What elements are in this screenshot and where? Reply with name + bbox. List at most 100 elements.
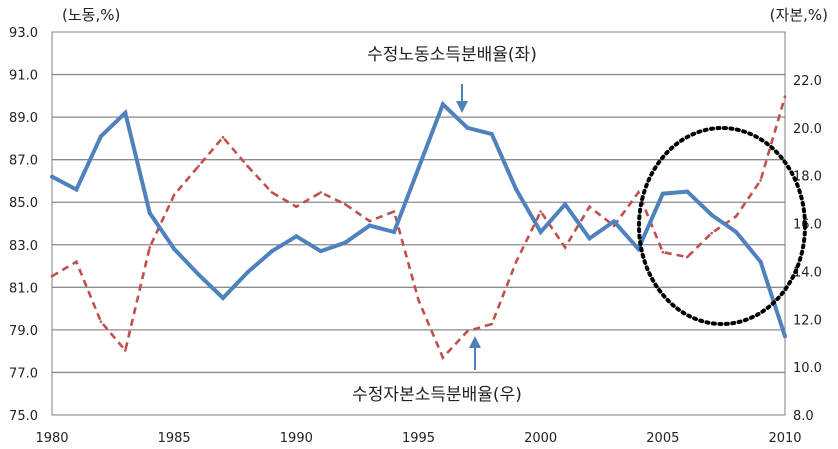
right-tick-label: 12.0 <box>793 313 822 328</box>
x-axis-tick-labels: 1980 1985 1990 1995 2000 2005 2010 <box>35 431 801 446</box>
labor-share-point <box>50 174 54 179</box>
x-tick-label: 1995 <box>402 431 435 446</box>
labor-share-point <box>98 134 103 139</box>
capital-share-point <box>148 246 152 249</box>
capital-share-point <box>490 322 494 326</box>
capital-share-point <box>710 231 713 235</box>
left-tick-label: 91.0 <box>9 69 38 84</box>
labor-share-point <box>416 166 421 171</box>
labor-share-point <box>538 230 543 235</box>
x-tick-label: 1985 <box>158 431 191 446</box>
capital-share-point <box>99 320 103 323</box>
labor-share-point <box>367 223 372 228</box>
right-tick-label: 14.0 <box>793 265 822 280</box>
capital-share-point <box>734 215 738 218</box>
capital-share-point <box>563 246 567 249</box>
capital-share-point <box>514 260 518 264</box>
labor-share-point <box>514 187 519 192</box>
labor-share-point <box>709 212 714 217</box>
capital-share-point <box>221 136 225 139</box>
labor-share-point <box>489 132 494 137</box>
left-axis-unit: (노동,%) <box>62 6 120 24</box>
left-tick-label: 93.0 <box>9 26 38 41</box>
capital-share-point <box>783 95 787 98</box>
capital-share-point <box>368 219 371 223</box>
x-tick-label: 2010 <box>768 431 801 446</box>
labor-share-point <box>660 191 665 196</box>
capital-share-point <box>75 260 78 264</box>
labor-share-point <box>147 210 152 215</box>
capital-annotation-arrow-icon <box>469 336 481 370</box>
capital-share-point <box>246 164 249 168</box>
right-tick-label: 10.0 <box>793 361 822 376</box>
labor-annotation-arrow-icon <box>456 84 468 113</box>
capital-share-point <box>343 203 347 206</box>
right-axis-unit: (자본,%) <box>770 6 828 24</box>
left-tick-label: 83.0 <box>9 239 38 254</box>
capital-share-point <box>441 356 445 359</box>
capital-share-series-line <box>51 96 787 360</box>
x-tick-label: 2000 <box>524 431 557 446</box>
x-tick-label: 1980 <box>35 431 68 446</box>
capital-share-point <box>295 205 298 209</box>
labor-share-point <box>196 272 201 277</box>
capital-share-point <box>661 250 665 254</box>
labor-share-point <box>269 249 274 254</box>
capital-share-point <box>637 191 640 194</box>
labor-share-point <box>74 187 79 192</box>
capital-share-points <box>50 95 787 359</box>
highlight-circle <box>637 126 807 326</box>
left-tick-label: 75.0 <box>9 409 38 424</box>
labor-share-point <box>221 295 226 300</box>
right-tick-label: 8.0 <box>793 409 814 424</box>
labor-share-annotation: 수정노동소득분배율(좌) <box>367 45 537 65</box>
labor-share-point <box>734 230 739 235</box>
right-tick-label: 22.0 <box>793 74 822 89</box>
labor-share-point <box>172 247 177 252</box>
labor-share-point <box>123 110 128 115</box>
capital-share-annotation: 수정자본소득분배율(우) <box>352 385 522 405</box>
left-tick-label: 77.0 <box>9 366 38 381</box>
right-tick-label: 20.0 <box>793 122 822 137</box>
capital-share-point <box>172 193 176 197</box>
plot-area-border <box>51 31 786 416</box>
left-tick-label: 89.0 <box>9 111 38 126</box>
capital-share-point <box>417 298 420 302</box>
labor-share-point <box>758 259 763 264</box>
left-axis-tick-labels: 93.0 91.0 89.0 87.0 85.0 83.0 81.0 79.0 77.0 75.0 <box>9 26 38 424</box>
labor-share-point <box>563 202 568 207</box>
labor-share-point <box>685 189 690 194</box>
capital-share-point <box>685 255 689 259</box>
capital-share-point <box>392 210 396 213</box>
capital-share-point <box>466 329 469 333</box>
capital-share-point <box>612 224 616 228</box>
labor-share-point <box>245 270 250 275</box>
left-tick-label: 85.0 <box>9 196 38 211</box>
right-tick-label: 16.0 <box>793 218 822 233</box>
labor-share-point <box>587 236 592 241</box>
capital-share-point <box>539 210 542 213</box>
horizontal-gridlines <box>52 73 785 374</box>
x-tick-label: 2005 <box>646 431 679 446</box>
left-tick-label: 79.0 <box>9 324 38 339</box>
capital-share-point <box>270 191 274 194</box>
labor-share-point <box>392 230 397 235</box>
capital-share-point <box>588 205 591 209</box>
left-tick-label: 87.0 <box>9 154 38 169</box>
labor-share-point <box>294 234 299 239</box>
labor-share-point <box>440 102 445 107</box>
x-tick-label: 1990 <box>280 431 313 446</box>
right-axis-tick-labels: 22.0 20.0 18.0 16.0 14.0 12.0 10.0 8.0 <box>793 74 822 424</box>
labor-share-points <box>50 102 787 339</box>
capital-share-point <box>124 349 127 352</box>
labor-share-point <box>318 249 323 254</box>
labor-share-point <box>611 219 616 224</box>
capital-share-point <box>197 164 200 168</box>
capital-share-point <box>319 191 323 194</box>
capital-share-point <box>50 274 54 278</box>
left-tick-label: 81.0 <box>9 281 38 296</box>
capital-share-point <box>759 179 762 182</box>
labor-share-point <box>343 240 348 245</box>
labor-share-point <box>783 334 787 339</box>
